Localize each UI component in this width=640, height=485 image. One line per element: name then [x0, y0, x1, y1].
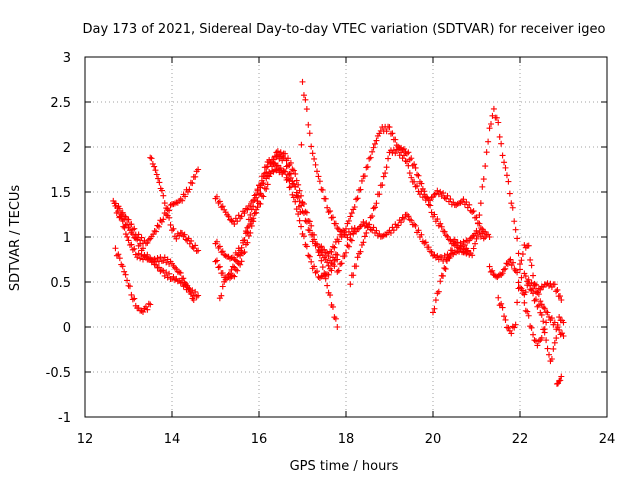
plus-markers	[521, 270, 567, 365]
plus-markers	[112, 245, 154, 315]
plus-markers	[347, 146, 493, 288]
series-track-5	[116, 211, 202, 300]
plus-markers	[216, 156, 341, 302]
y-tick-label: 1.5	[50, 186, 71, 201]
x-tick-label: 16	[251, 432, 268, 447]
y-tick-label: 2.5	[50, 96, 71, 111]
x-axis-label: GPS time / hours	[290, 459, 399, 474]
x-tick-label: 14	[164, 432, 181, 447]
axis-ticks: 12 14 16 18 20 22 24 -1 -0.5 0 0.5 1 1.5 2 2.5 3	[46, 51, 616, 447]
plus-markers	[316, 123, 489, 260]
series-track-13	[430, 105, 550, 349]
plus-markers	[495, 242, 567, 339]
y-tick-label: -1	[58, 411, 71, 426]
series-track-4	[147, 154, 202, 255]
series-track-16	[521, 270, 567, 365]
series-track-15	[495, 242, 567, 339]
y-axis-label: SDTVAR / TECUs	[8, 185, 23, 292]
y-tick-label: 0.5	[50, 276, 71, 291]
data-series-layer	[110, 78, 567, 387]
series-track-17	[553, 373, 565, 387]
y-tick-label: 3	[63, 51, 71, 66]
y-tick-label: 2	[63, 141, 71, 156]
series-track-2	[112, 245, 154, 315]
x-tick-label: 20	[425, 432, 442, 447]
x-tick-label: 24	[599, 432, 616, 447]
y-tick-label: -0.5	[46, 366, 71, 381]
series-track-7	[212, 148, 341, 330]
x-tick-label: 18	[338, 432, 355, 447]
chart-title: Day 173 of 2021, Sidereal Day-to-day VTE…	[83, 22, 606, 37]
y-tick-label: 1	[63, 231, 71, 246]
series-track-9	[216, 156, 341, 302]
plus-markers	[147, 154, 202, 255]
series-track-10	[316, 123, 489, 260]
x-tick-label: 22	[512, 432, 529, 447]
x-tick-label: 12	[77, 432, 94, 447]
series-track-12	[347, 146, 493, 288]
y-tick-label: 0	[63, 321, 71, 336]
plus-markers	[212, 148, 341, 330]
plus-markers	[334, 211, 471, 275]
series-track-11	[334, 211, 471, 275]
plus-markers	[116, 211, 202, 300]
plus-markers	[430, 105, 550, 349]
plus-markers	[553, 373, 565, 387]
